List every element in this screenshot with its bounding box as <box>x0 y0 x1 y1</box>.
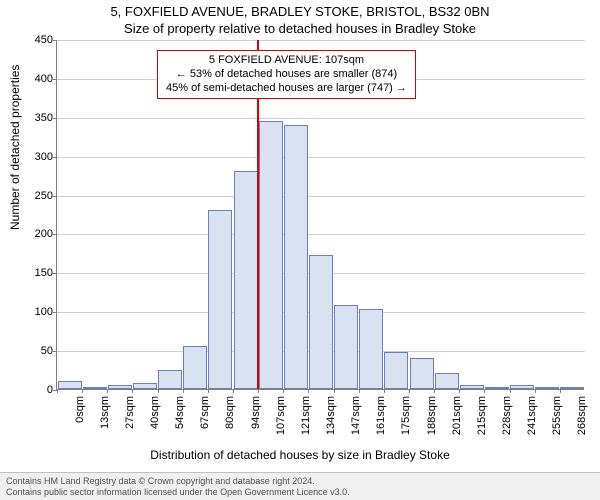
x-tick-label: 121sqm <box>300 396 312 440</box>
x-tick-mark <box>258 389 259 393</box>
histogram-bar <box>58 381 82 389</box>
x-tick-mark <box>208 389 209 393</box>
x-tick-mark <box>510 389 511 393</box>
histogram-bar <box>83 387 107 389</box>
x-tick-mark <box>183 389 184 393</box>
footer-line-1: Contains HM Land Registry data © Crown c… <box>6 476 594 487</box>
x-tick-label: 94sqm <box>250 396 262 440</box>
histogram-bar <box>560 387 584 389</box>
x-tick-mark <box>560 389 561 393</box>
x-tick-mark <box>409 389 410 393</box>
x-axis-label: Distribution of detached houses by size … <box>0 448 600 462</box>
histogram-bar <box>334 305 358 389</box>
y-tick-mark <box>53 118 57 119</box>
x-tick-label: 27sqm <box>124 396 136 440</box>
x-tick-label: 241sqm <box>526 396 538 440</box>
histogram-bar <box>460 385 484 389</box>
histogram-bar <box>158 370 182 389</box>
gridline <box>57 234 585 235</box>
annotation-line-1: ← 53% of detached houses are smaller (87… <box>166 68 407 82</box>
y-tick-label: 50 <box>21 345 53 357</box>
y-tick-mark <box>53 234 57 235</box>
y-tick-mark <box>53 351 57 352</box>
histogram-bar <box>208 210 232 389</box>
x-tick-label: 228sqm <box>501 396 513 440</box>
histogram-bar <box>535 387 559 389</box>
y-tick-label: 150 <box>21 267 53 279</box>
x-tick-mark <box>334 389 335 393</box>
x-tick-label: 107sqm <box>275 396 287 440</box>
plot-area: 0501001502002503003504004500sqm13sqm27sq… <box>56 40 584 390</box>
gridline <box>57 157 585 158</box>
y-tick-mark <box>53 273 57 274</box>
annotation-line-2: 45% of semi-detached houses are larger (… <box>166 82 407 96</box>
x-tick-mark <box>308 389 309 393</box>
x-tick-label: 255sqm <box>551 396 563 440</box>
x-tick-label: 134sqm <box>325 396 337 440</box>
x-tick-label: 54sqm <box>174 396 186 440</box>
annotation-line-0: 5 FOXFIELD AVENUE: 107sqm <box>166 54 407 68</box>
histogram-bar <box>435 373 459 389</box>
x-tick-label: 215sqm <box>476 396 488 440</box>
x-tick-label: 67sqm <box>199 396 211 440</box>
x-tick-mark <box>434 389 435 393</box>
histogram-bar <box>183 346 207 389</box>
x-tick-mark <box>283 389 284 393</box>
footer-line-2: Contains public sector information licen… <box>6 487 594 498</box>
x-tick-mark <box>535 389 536 393</box>
chart-title-main: 5, FOXFIELD AVENUE, BRADLEY STOKE, BRIST… <box>0 4 600 19</box>
histogram-bar <box>133 383 157 389</box>
y-axis-label: Number of detached properties <box>8 65 22 230</box>
x-tick-label: 40sqm <box>149 396 161 440</box>
histogram-bar <box>234 171 258 389</box>
histogram-bar <box>284 125 308 389</box>
x-tick-label: 188sqm <box>426 396 438 440</box>
x-tick-mark <box>57 389 58 393</box>
x-tick-mark <box>82 389 83 393</box>
x-tick-mark <box>359 389 360 393</box>
x-tick-mark <box>233 389 234 393</box>
gridline <box>57 40 585 41</box>
x-tick-label: 268sqm <box>576 396 588 440</box>
y-tick-label: 0 <box>21 384 53 396</box>
footer: Contains HM Land Registry data © Crown c… <box>0 472 600 500</box>
y-tick-label: 450 <box>21 34 53 46</box>
y-tick-label: 250 <box>21 190 53 202</box>
histogram-bar <box>384 352 408 389</box>
y-tick-mark <box>53 196 57 197</box>
histogram-bar <box>359 309 383 389</box>
y-tick-label: 400 <box>21 73 53 85</box>
x-tick-label: 80sqm <box>224 396 236 440</box>
x-tick-label: 201sqm <box>451 396 463 440</box>
x-tick-mark <box>107 389 108 393</box>
y-tick-label: 200 <box>21 228 53 240</box>
chart-title-sub: Size of property relative to detached ho… <box>0 21 600 36</box>
histogram-bar <box>410 358 434 389</box>
histogram-bar <box>510 385 534 389</box>
x-tick-label: 13sqm <box>99 396 111 440</box>
histogram-bar <box>485 387 509 389</box>
x-tick-mark <box>132 389 133 393</box>
y-tick-label: 100 <box>21 306 53 318</box>
gridline <box>57 118 585 119</box>
y-tick-mark <box>53 157 57 158</box>
gridline <box>57 196 585 197</box>
histogram-bar <box>309 255 333 389</box>
y-tick-label: 350 <box>21 112 53 124</box>
x-tick-label: 175sqm <box>400 396 412 440</box>
y-tick-mark <box>53 312 57 313</box>
y-tick-mark <box>53 40 57 41</box>
x-tick-label: 0sqm <box>74 396 86 440</box>
x-tick-mark <box>158 389 159 393</box>
x-tick-label: 161sqm <box>375 396 387 440</box>
y-tick-label: 300 <box>21 151 53 163</box>
histogram-bar <box>259 121 283 389</box>
x-tick-mark <box>484 389 485 393</box>
y-tick-mark <box>53 79 57 80</box>
annotation-box: 5 FOXFIELD AVENUE: 107sqm← 53% of detach… <box>157 50 416 99</box>
x-tick-label: 147sqm <box>350 396 362 440</box>
x-tick-mark <box>459 389 460 393</box>
histogram-bar <box>108 385 132 389</box>
x-tick-mark <box>384 389 385 393</box>
